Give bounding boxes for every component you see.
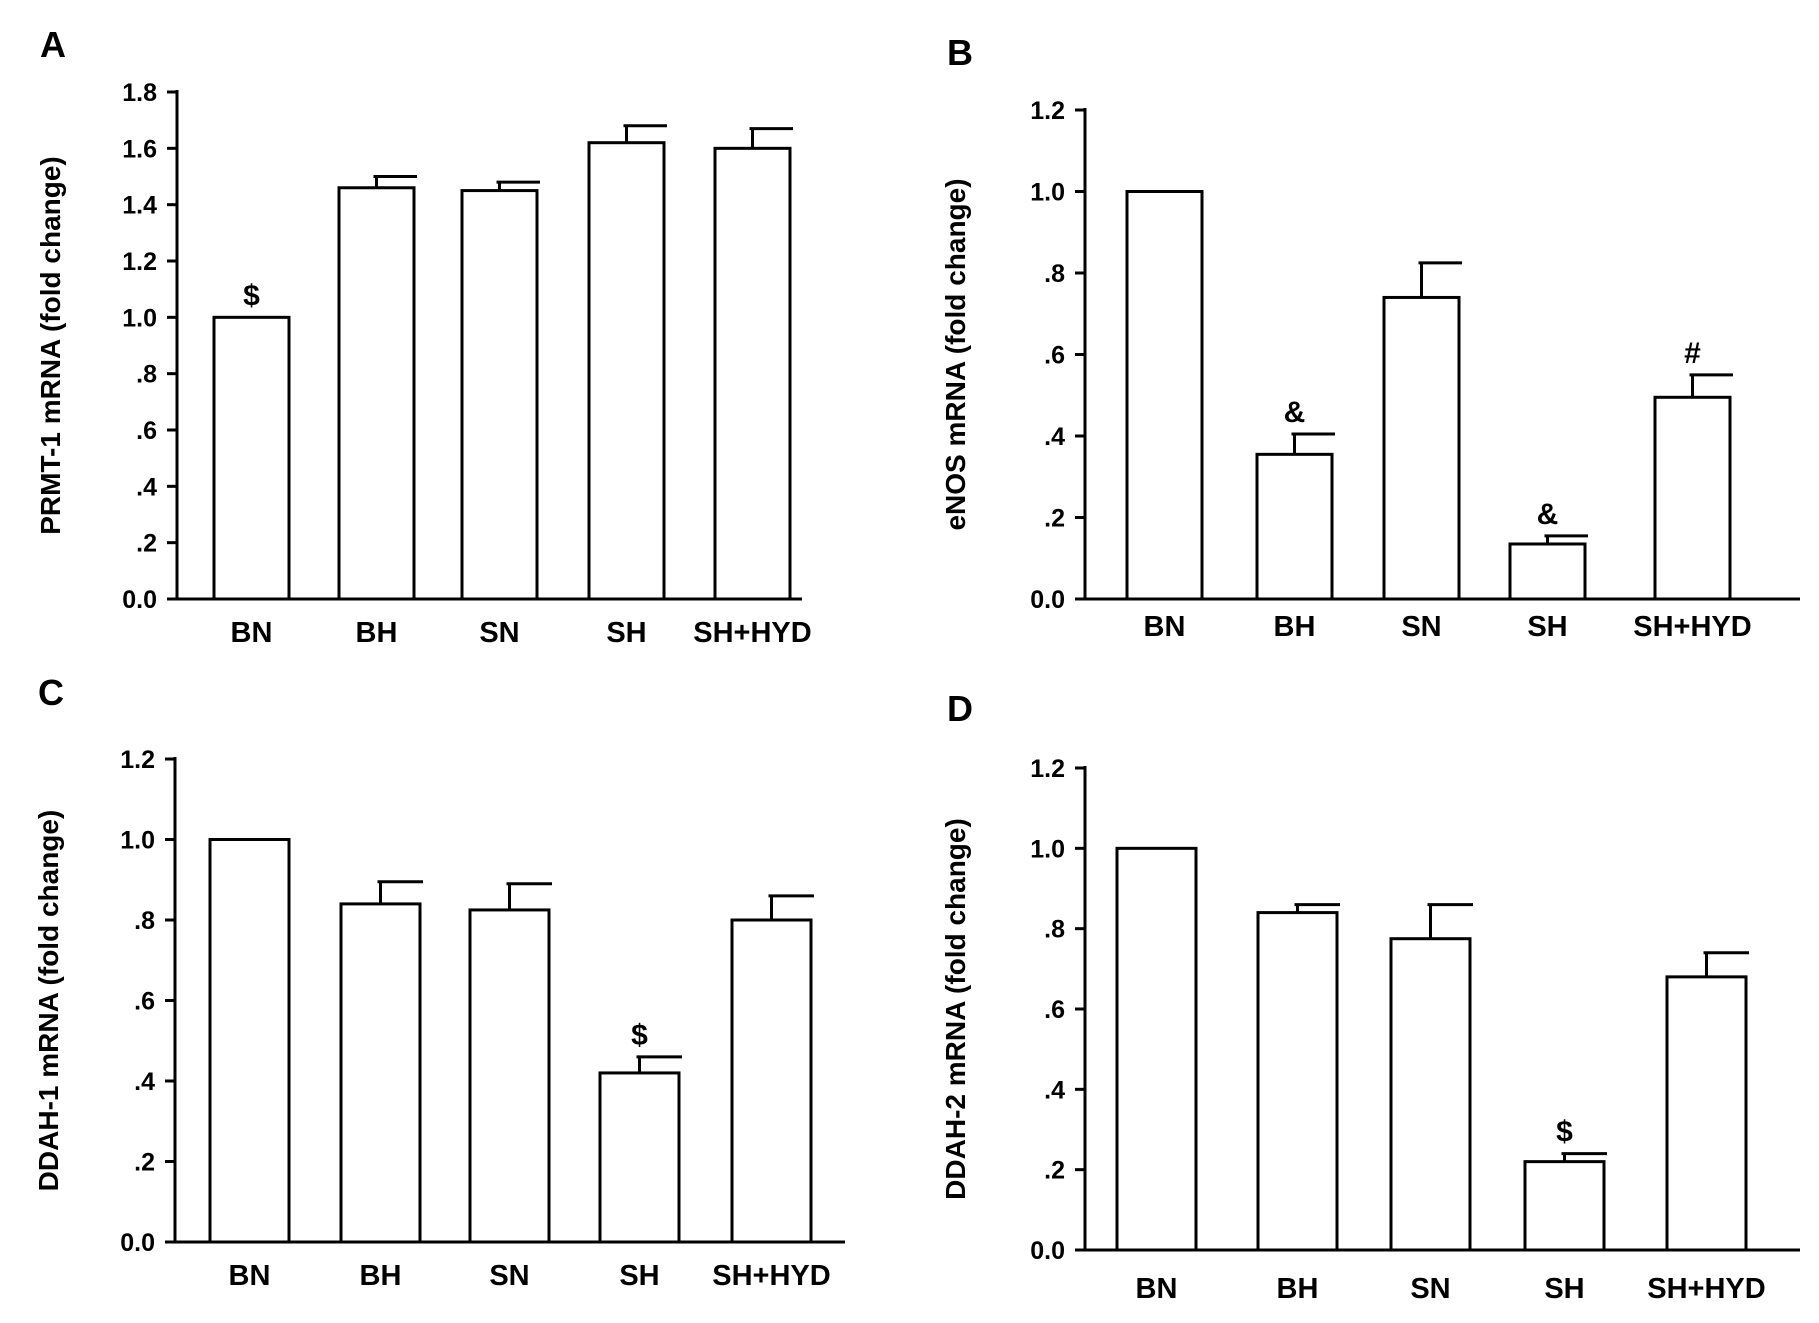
panel-a: A PRMT-1 mRNA (fold change) 0.0 .2 .4 .6 .8 1.0… [35,24,812,649]
y-tick-label: 0.0 [122,586,157,614]
y-tick-label: .4 [134,1068,155,1096]
y-tick-label: 1.0 [1030,179,1065,207]
y-axis-title: DDAH-1 mRNA (fold change) [33,810,64,1192]
y-tick-label: 1.2 [120,746,155,774]
bar-bh [337,186,416,601]
bar-sh [598,1071,681,1244]
y-tick-label: .8 [1044,260,1065,288]
panel-d: D DDAH-2 mRNA (fold change) 0.0 .2 .4 .6 .8 1.0… [940,688,1800,1305]
y-tick-label: 1.2 [122,248,157,276]
significance-mark: & [1284,396,1306,429]
x-category-label: BN [229,1260,271,1292]
y-tick-label: 1.2 [1030,755,1065,783]
significance-mark: $ [1556,1116,1573,1149]
bar-sh [587,141,666,601]
x-category-label: SH [619,1260,659,1292]
bar-bn [1115,846,1198,1252]
x-category-label: SN [489,1260,529,1292]
significance-mark: $ [243,279,260,312]
y-tick-label: .4 [1044,423,1065,451]
y-tick-label: 1.0 [120,827,155,855]
y-tick-label: .6 [134,988,155,1016]
bar-sh-hyd [1653,395,1732,601]
significance-mark: # [1684,337,1701,370]
panel-label: A [40,24,66,65]
y-tick-label: .6 [1044,996,1065,1024]
panel-c: C DDAH-1 mRNA (fold change) 0.0 .2 .4 .6 .8 1.0… [33,672,845,1292]
x-category-label: SH [1544,1273,1584,1305]
significance-mark: $ [631,1019,648,1052]
y-tick-label: 1.4 [122,192,157,220]
y-tick-label: .6 [1044,342,1065,370]
y-axis-title: PRMT-1 mRNA (fold change) [35,156,66,535]
bar-sn [468,908,551,1244]
bar-sh-hyd [1665,975,1748,1252]
panel-label: C [38,672,64,713]
bar-bn [208,838,291,1244]
y-tick-label: 1.0 [1030,835,1065,863]
y-axis-title: eNOS mRNA (fold change) [940,178,971,530]
y-tick-label: .4 [136,473,157,501]
bar-bh [1256,911,1339,1252]
y-tick-label: .8 [136,361,157,389]
y-tick-label: 0.0 [1030,1237,1065,1265]
y-tick-label: .6 [136,417,157,445]
x-category-label: BN [231,617,273,649]
x-category-label: SH+HYD [1647,1273,1765,1305]
y-axis-title: DDAH-2 mRNA (fold change) [940,818,971,1200]
x-category-label: BH [1274,611,1316,643]
x-category-label: BH [360,1260,402,1292]
panel-label: D [947,688,973,729]
x-category-label: BH [356,617,398,649]
y-tick-label: .2 [1044,1157,1065,1185]
bar-bh [1255,452,1334,601]
bar-sh-hyd [730,918,813,1244]
bar-sn [1382,295,1461,601]
y-tick-label: .2 [1044,505,1065,533]
panel-label: B [947,32,973,73]
x-category-label: BN [1136,1273,1178,1305]
x-category-label: SH+HYD [693,617,811,649]
y-tick-label: .2 [134,1149,155,1177]
y-tick-label: 0.0 [120,1229,155,1257]
y-tick-label: .4 [1044,1076,1065,1104]
x-category-label: SH+HYD [712,1260,830,1292]
bar-bn [212,315,291,601]
x-category-label: BH [1277,1273,1319,1305]
significance-mark: & [1537,498,1559,531]
bar-sh-hyd [713,146,792,601]
bar-sh [1523,1160,1606,1252]
y-tick-label: 1.2 [1030,97,1065,125]
x-category-label: BN [1144,611,1186,643]
y-tick-label: 1.8 [122,79,157,107]
bar-bn [1125,190,1204,601]
y-tick-label: .2 [136,530,157,558]
x-category-label: SH+HYD [1633,611,1751,643]
x-category-label: SN [479,617,519,649]
x-category-label: SN [1401,611,1441,643]
bar-sn [1389,937,1472,1252]
bar-sn [460,189,539,601]
y-tick-label: 1.0 [122,304,157,332]
y-tick-label: 1.6 [122,135,157,163]
bar-bh [339,902,422,1244]
y-tick-label: 0.0 [1030,586,1065,614]
bar-sh [1508,542,1587,601]
y-tick-label: .8 [134,907,155,935]
y-tick-label: .8 [1044,916,1065,944]
x-category-label: SH [606,617,646,649]
x-category-label: SN [1410,1273,1450,1305]
x-category-label: SH [1527,611,1567,643]
